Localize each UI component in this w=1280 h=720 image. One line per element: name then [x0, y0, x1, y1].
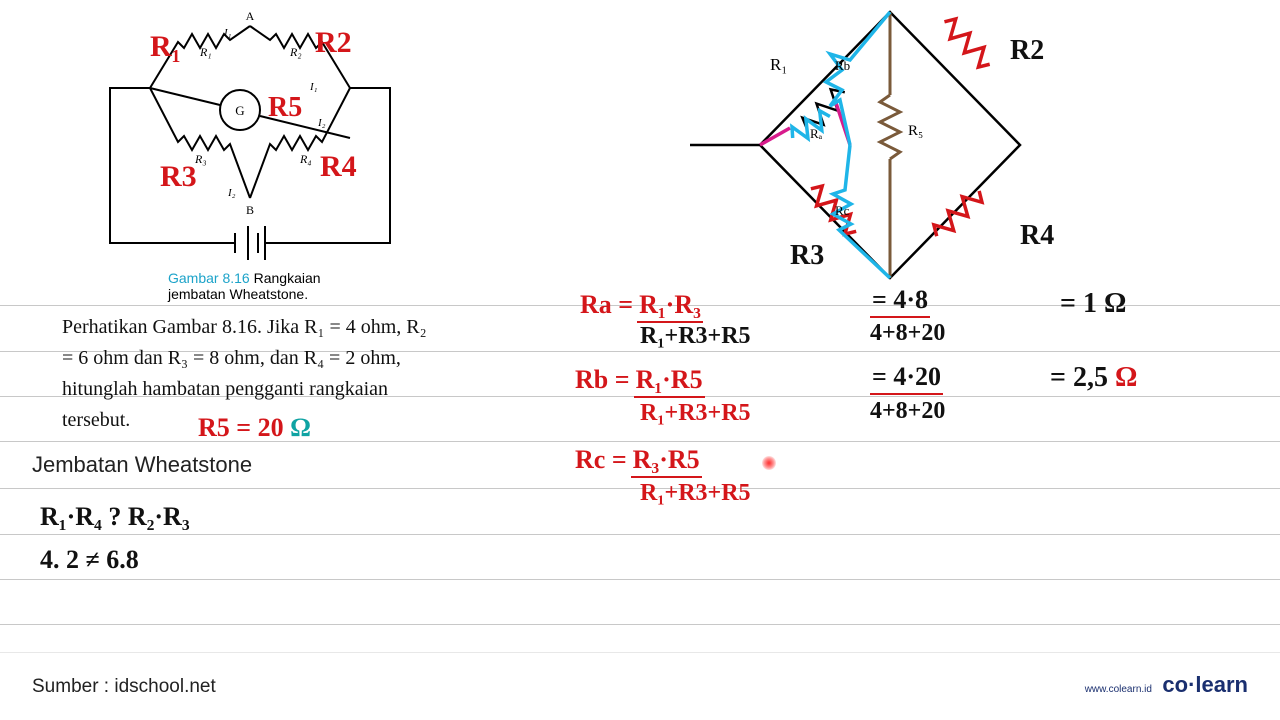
r4-right-label: R4 — [1020, 220, 1054, 252]
rb-denom: R₁+R3+R5 — [640, 400, 751, 427]
node-b-label: B — [246, 203, 254, 217]
check-formula: R₁·R₄ ? R₂·R₃ — [40, 502, 190, 532]
source-text: Sumber : idschool.net — [32, 676, 216, 698]
brand-block: www.colearn.id co·learn — [1085, 672, 1248, 698]
ra-mid: = 4·8 — [870, 285, 930, 318]
rc-label: Rc — [835, 203, 850, 218]
r3-red-label: R3 — [160, 160, 197, 194]
galvanometer-label: G — [235, 103, 244, 118]
node-a-label: A — [246, 9, 255, 23]
ra-result: = 1 Ω — [1060, 288, 1126, 320]
check-numbers: 4. 2 ≠ 6.8 — [40, 545, 139, 575]
ra-denom: R₁+R3+R5 — [640, 323, 751, 350]
rb-mid: = 4·20 — [870, 362, 943, 395]
r4-red-label: R4 — [320, 150, 357, 184]
ra-calculation: Ra = R₁·R₃ — [580, 290, 703, 323]
rb-mid-denom: 4+8+20 — [870, 398, 945, 425]
wheatstone-circuit-left: A B G R₁ R₂ R₃ R₄ I₁ I₁ I₂ I₂ — [80, 8, 410, 263]
ra-mid-denom: 4+8+20 — [870, 320, 945, 347]
rc-denom: R₁+R3+R5 — [640, 480, 751, 507]
rb-result: = 2,5 Ω — [1050, 362, 1137, 394]
r1-print-label: R₁ — [199, 45, 212, 59]
r3-right-label: R3 — [790, 240, 824, 272]
i1-label: I₁ — [223, 27, 232, 39]
r5-given: R5 = 20 Ω — [198, 413, 311, 443]
i1b-label: I₁ — [309, 81, 318, 93]
r4-print-label: R₄ — [299, 152, 312, 166]
rb-label: Rb — [835, 58, 850, 73]
laser-pointer-dot — [762, 456, 776, 470]
figure-caption: Gambar 8.16 Rangkaian jembatan Wheatston… — [168, 270, 321, 302]
rb-calculation: Rb = R₁·R5 — [575, 365, 705, 398]
ra-label: Rₐ — [810, 126, 823, 141]
r2-red-label: R2 — [315, 26, 352, 60]
r5-right-label: R₅ — [908, 123, 923, 139]
rc-calculation: Rc = R₃·R5 — [575, 445, 702, 478]
r2-print-label: R₂ — [289, 45, 302, 59]
footer: Sumber : idschool.net www.colearn.id co·… — [32, 672, 1248, 698]
i2b-label: I₂ — [227, 187, 236, 199]
r1-right-label: R₁ — [770, 55, 787, 74]
r5-red-label: R5 — [268, 92, 302, 124]
r2-right-label: R2 — [1010, 35, 1044, 67]
wheatstone-heading: Jembatan Wheatstone — [32, 452, 252, 478]
i2-label: I₂ — [317, 117, 326, 129]
r1-red-label: R₁ — [150, 30, 181, 64]
